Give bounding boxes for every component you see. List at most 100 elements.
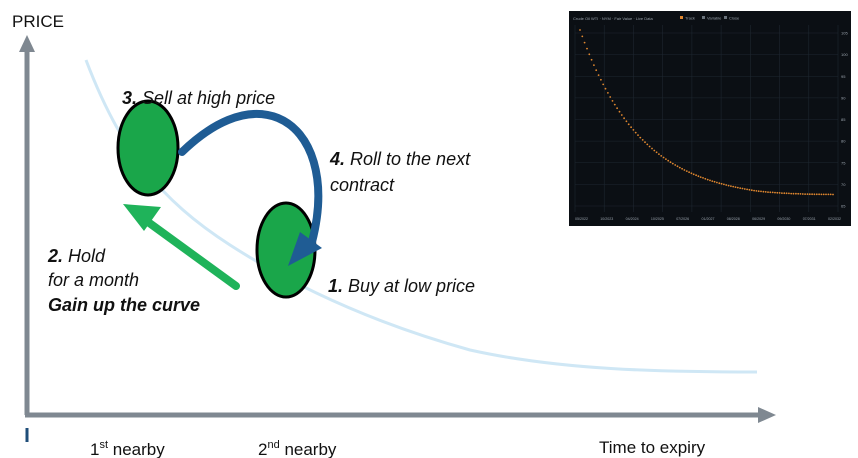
inset-legend-label: Close: [729, 16, 740, 21]
inset-x-tick-label: 09/2030: [777, 217, 790, 221]
inset-series-point: [653, 149, 656, 152]
inset-series-point: [665, 158, 667, 161]
inset-x-ticks: 05/2022 10/2023 04/2024 10/2025 07/2026 01/20…: [575, 217, 841, 221]
inset-series-point: [632, 129, 635, 131]
step-2-label: 2. Hold for a month Gain up the curve: [47, 246, 200, 315]
tick-1st-nearby: 1st nearby: [90, 439, 165, 458]
inset-series-point: [827, 193, 830, 196]
inset-series-point: [699, 176, 702, 179]
inset-series-point: [750, 189, 753, 192]
inset-series-point: [792, 192, 795, 195]
inset-series-point: [797, 192, 800, 195]
inset-series-point: [832, 193, 834, 196]
roll-arrowhead: [288, 232, 322, 266]
inset-series-point: [727, 184, 730, 187]
inset-series-point: [579, 29, 581, 31]
inset-series-point: [736, 186, 739, 189]
inset-series-point: [767, 191, 769, 194]
inset-series-point: [732, 185, 735, 188]
inset-series-point: [718, 182, 721, 185]
inset-grid: [574, 25, 839, 212]
inset-series-point: [637, 134, 639, 137]
inset-series-point: [660, 155, 663, 157]
inset-y-tick-label: 70: [841, 182, 846, 187]
inset-series-point: [771, 191, 774, 194]
inset-series-point: [713, 180, 716, 183]
inset-series-point: [781, 192, 783, 195]
inset-x-tick-label: 08/2028: [727, 217, 740, 221]
inset-series-point: [723, 183, 725, 186]
inset-series-point: [646, 143, 649, 146]
inset-series-point: [790, 192, 793, 195]
inset-series-point: [825, 193, 827, 196]
inset-series-point: [806, 193, 809, 196]
inset-series-point: [583, 41, 586, 44]
inset-series-point: [711, 180, 714, 183]
step-1-label: 1. Buy at low price: [328, 276, 475, 296]
inset-x-tick-label: 07/2026: [676, 217, 689, 221]
inset-series-point: [581, 35, 584, 38]
inset-series-point: [690, 172, 693, 175]
inset-x-tick-label: 01/2027: [702, 217, 715, 221]
inset-series-point: [753, 189, 755, 192]
inset-legend-swatch: [702, 16, 705, 19]
inset-series-point: [685, 170, 688, 173]
inset-series-point: [829, 193, 832, 196]
inset-series-point: [813, 193, 816, 196]
inset-series-point: [774, 191, 776, 194]
inset-series-point: [788, 192, 790, 195]
inset-series-point: [730, 185, 732, 188]
inset-series-point: [609, 96, 612, 98]
inset-series-point: [778, 192, 781, 194]
inset-x-tick-label: 07/2031: [803, 217, 816, 221]
inset-y-tick-label: 105: [841, 31, 848, 36]
inset-series-point: [597, 74, 600, 76]
inset-series-point: [604, 87, 607, 90]
inset-series-point: [799, 193, 802, 195]
inset-series-point: [655, 151, 658, 154]
inset-series-point: [739, 187, 742, 190]
inset-series-point: [709, 179, 711, 182]
inset-chart: Crude Oil WTI · NYM · Fair Value · Live …: [569, 11, 851, 226]
inset-series-point: [623, 117, 625, 120]
sell-point-ellipse: [116, 99, 180, 197]
inset-legend-swatch: [680, 16, 683, 19]
inset-series-point: [681, 167, 683, 170]
inset-series-point: [743, 188, 746, 190]
inset-series-point: [662, 156, 665, 159]
inset-series-point: [600, 78, 602, 81]
inset-series: [579, 29, 834, 196]
inset-series-point: [734, 186, 737, 189]
inset-series-point: [755, 190, 758, 192]
x-axis-label: Time to expiry: [599, 438, 706, 457]
inset-series-point: [648, 145, 651, 148]
inset-series-point: [769, 191, 772, 194]
roll-arrow: [178, 110, 323, 246]
inset-series-point: [671, 162, 674, 165]
inset-series-point: [808, 193, 811, 196]
inset-x-tick-label: 02/2032: [828, 217, 841, 221]
inset-y-tick-label: 80: [841, 139, 846, 144]
inset-series-point: [588, 53, 591, 56]
inset-legend: Track Variable Close: [680, 16, 740, 21]
inset-series-point: [595, 69, 598, 72]
hold-arrowhead: [123, 204, 161, 231]
inset-series-point: [760, 190, 762, 193]
y-axis-label: PRICE: [12, 12, 64, 31]
inset-y-ticks: 105 100 95 90 85 80 75 70 65: [841, 31, 848, 209]
inset-legend-label: Track: [685, 16, 695, 21]
inset-series-point: [757, 190, 760, 193]
inset-series-point: [613, 103, 616, 106]
inset-y-tick-label: 90: [841, 95, 846, 100]
inset-series-point: [586, 47, 588, 50]
inset-y-tick-label: 100: [841, 52, 848, 57]
inset-y-tick-label: 75: [841, 160, 846, 165]
inset-series-point: [818, 193, 820, 196]
x-axis-arrowhead: [758, 407, 776, 423]
inset-x-tick-label: 06/2029: [752, 217, 765, 221]
inset-series-point: [820, 193, 823, 196]
inset-series-point: [627, 123, 630, 126]
inset-series-point: [815, 193, 818, 196]
inset-series-point: [716, 181, 718, 184]
inset-series-point: [695, 174, 697, 177]
